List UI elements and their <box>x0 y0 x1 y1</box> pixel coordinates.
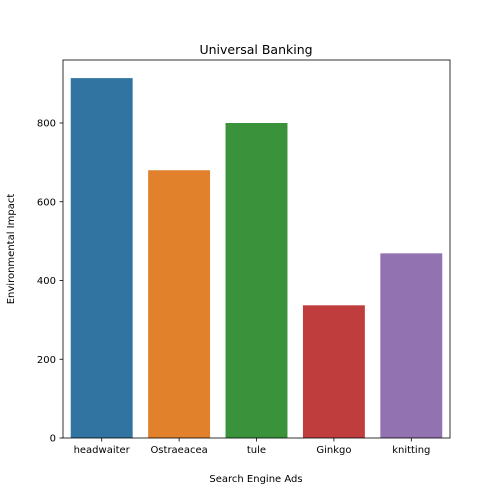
y-tick-label: 800 <box>37 119 56 130</box>
x-tick-label: headwaiter <box>74 445 131 456</box>
x-tick-label: knitting <box>392 445 430 456</box>
x-tick-label: Ginkgo <box>316 445 351 456</box>
chart-title: Universal Banking <box>199 42 312 57</box>
bar-headwaiter <box>70 78 133 439</box>
y-tick-label: 200 <box>37 355 56 366</box>
x-axis-label: Search Engine Ads <box>209 474 302 485</box>
bar-ostraeacea <box>148 170 211 438</box>
y-axis-label: Environmental Impact <box>6 194 17 305</box>
bar-tule <box>225 123 288 438</box>
bar-ginkgo <box>302 305 365 438</box>
bars-group <box>70 78 443 439</box>
x-tick-label: tule <box>247 445 266 456</box>
bar-knitting <box>380 253 443 438</box>
x-tick-label: Ostraeacea <box>150 445 207 456</box>
x-axis-ticks: headwaiter Ostraeacea tule Ginkgo knitting <box>74 438 430 456</box>
y-tick-label: 0 <box>50 434 56 445</box>
y-tick-label: 600 <box>37 197 56 208</box>
y-axis-ticks: 0 200 400 600 800 <box>37 119 63 445</box>
y-tick-label: 400 <box>37 276 56 287</box>
plot-frame <box>62 59 451 439</box>
